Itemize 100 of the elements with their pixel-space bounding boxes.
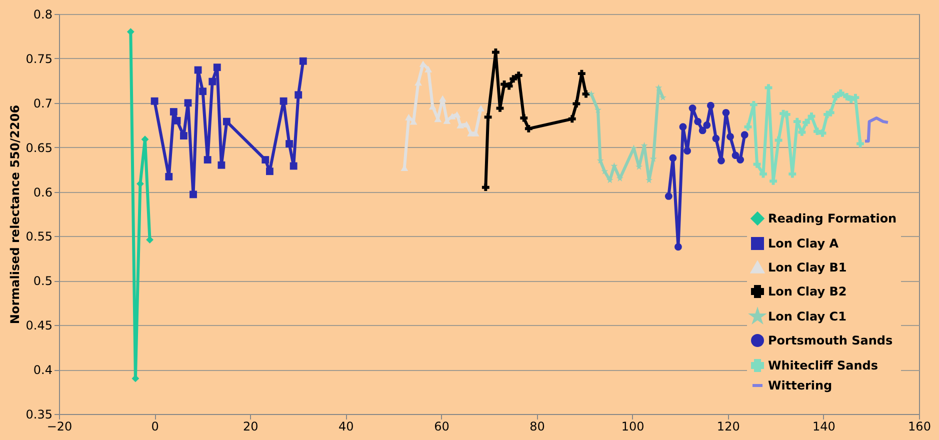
point [572,100,580,108]
point [740,131,748,139]
point [492,48,500,56]
point [717,156,725,164]
y-tick-label: 0.45 [26,318,52,333]
legend-label: Lon Clay B1 [768,260,847,274]
point [744,123,752,131]
point [750,100,758,108]
y-axis-title: Normalised relectance 550/2206 [8,104,22,324]
point [170,108,178,116]
point [669,154,677,162]
legend-label: Wittering [768,378,832,392]
point [280,97,288,105]
point [832,92,840,100]
point [505,82,513,90]
point [180,132,188,140]
x-tick-label: 100 [621,420,644,434]
point [184,99,192,107]
point [462,121,470,128]
point [836,89,844,97]
point [802,118,810,126]
point [753,160,761,168]
point [477,105,485,112]
point [299,57,307,65]
point [774,136,782,144]
y-tick-label: 0.8 [33,8,52,22]
point [150,97,158,105]
point [222,118,230,126]
legend-label: Lon Clay B2 [768,284,847,298]
y-tick-label: 0.6 [33,185,52,200]
legend-label: Whitecliff Sands [768,358,878,372]
point [770,177,777,185]
point [703,121,711,129]
y-tick-label: 0.7 [33,96,52,110]
point [856,140,864,148]
point [655,84,662,91]
point [712,134,720,142]
point [582,90,590,98]
point [204,156,212,164]
point [698,126,706,134]
point [266,168,274,176]
point [760,170,767,178]
point [722,108,730,116]
point [262,156,270,164]
point [706,102,714,110]
point [510,75,518,83]
point [126,28,134,36]
x-tick-label: 60 [434,420,450,434]
point [726,132,734,140]
x-tick-label: 80 [530,420,545,434]
point [818,129,826,137]
point [484,113,492,121]
point [290,162,298,170]
y-tick-label: 0.4 [33,363,52,378]
point [165,172,173,180]
line-series [864,116,890,143]
point [199,88,207,96]
point [679,123,687,131]
point [146,236,154,244]
point [736,156,744,164]
y-tick-label: 0.75 [26,52,52,66]
point [808,112,816,120]
legend-label: Reading Formation [768,212,897,226]
point [294,91,302,99]
point [630,144,638,152]
x-tick-label: −20 [46,420,72,434]
point [424,66,432,72]
point [664,192,672,200]
point [640,142,648,149]
x-tick-label: 20 [242,420,258,434]
point [684,147,691,155]
point [524,124,532,132]
x-tick-label: 120 [716,420,740,434]
y-tick-label: 0.55 [26,230,52,244]
point [482,184,490,192]
point [213,64,221,72]
point [286,140,293,148]
point [520,114,528,122]
point [659,94,666,101]
y-tick-label: 0.5 [33,274,52,288]
point [594,106,602,114]
point [601,168,608,174]
point [694,118,702,126]
legend-label: Lon Clay A [768,236,840,250]
point [173,116,181,124]
point [852,94,860,102]
point [674,243,682,251]
x-tick-label: 0 [151,420,159,434]
y-tick-label: 0.35 [26,408,52,422]
point [218,161,226,169]
point [688,104,696,112]
point [514,72,522,80]
point [136,180,144,188]
point [588,90,595,98]
point [568,115,576,123]
point [438,95,446,102]
y-tick-label: 0.65 [26,140,52,155]
legend-label: Lon Clay C1 [768,310,846,324]
x-tick-label: 140 [812,420,836,434]
legend-label: Portsmouth Sands [768,334,893,348]
